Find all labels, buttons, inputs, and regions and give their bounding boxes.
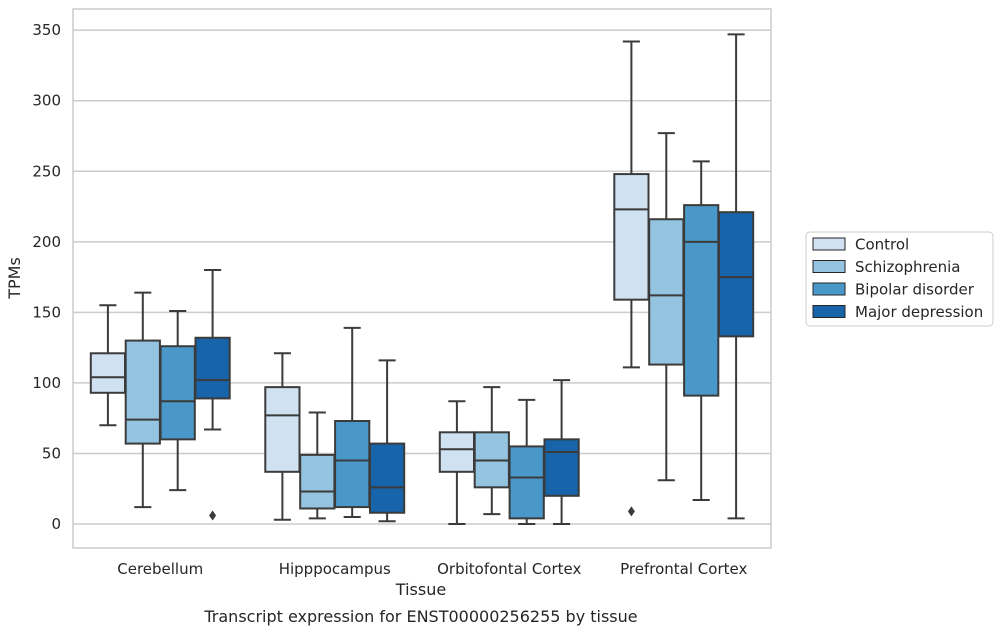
x-tick-label: Hipppocampus [279, 560, 391, 578]
y-tick-label: 200 [32, 233, 61, 251]
y-axis-ticks: 0 50 100 150 200 250 300 350 [32, 21, 61, 533]
legend-swatch [812, 260, 846, 273]
y-tick-label: 350 [32, 21, 61, 39]
box [334, 420, 371, 509]
box-series [89, 33, 755, 526]
legend: Control Schizophrenia Bipolar disorder Majo… [805, 231, 994, 327]
box [438, 431, 476, 473]
x-axis-title: Tissue [395, 580, 446, 599]
legend-swatch [812, 305, 846, 318]
x-tick-label: Cerebellum [117, 560, 203, 578]
y-tick-label: 50 [42, 444, 61, 462]
legend-swatch [812, 282, 846, 296]
box [683, 204, 720, 397]
legend-label: Control [855, 236, 909, 254]
box [543, 438, 580, 497]
box [264, 386, 301, 473]
legend-label: Schizophrenia [855, 258, 960, 276]
legend-label: Bipolar disorder [855, 281, 975, 299]
x-tick-label: Orbitofontal Cortex [437, 560, 581, 578]
box [717, 211, 755, 338]
box [124, 339, 161, 445]
outlier-point [627, 506, 635, 517]
y-tick-label: 250 [32, 162, 61, 180]
plot-frame [72, 8, 772, 549]
y-axis-title: TPMs [5, 257, 24, 300]
box [299, 453, 336, 510]
y-tick-label: 100 [32, 374, 61, 392]
chart-caption: Transcript expression for ENST0000025625… [203, 607, 637, 626]
y-tick-label: 0 [51, 515, 61, 533]
y-tick-label: 150 [32, 303, 61, 321]
box [508, 445, 545, 520]
legend-label: Major depression [855, 303, 983, 321]
series-major-depression [194, 33, 755, 526]
box [159, 345, 196, 441]
series-bipolar-disorder [159, 160, 720, 526]
box [194, 336, 231, 400]
box [89, 352, 127, 394]
y-tick-label: 300 [32, 92, 61, 110]
box [648, 218, 685, 366]
legend-swatch [812, 237, 846, 251]
x-axis-ticks: Cerebellum Hipppocampus Orbitofontal Corte… [117, 560, 747, 578]
outlier-point [209, 510, 217, 521]
legend-frame [805, 231, 994, 327]
box [368, 442, 406, 514]
x-tick-label: Prefrontal Cortex [620, 560, 747, 578]
box [613, 173, 650, 301]
